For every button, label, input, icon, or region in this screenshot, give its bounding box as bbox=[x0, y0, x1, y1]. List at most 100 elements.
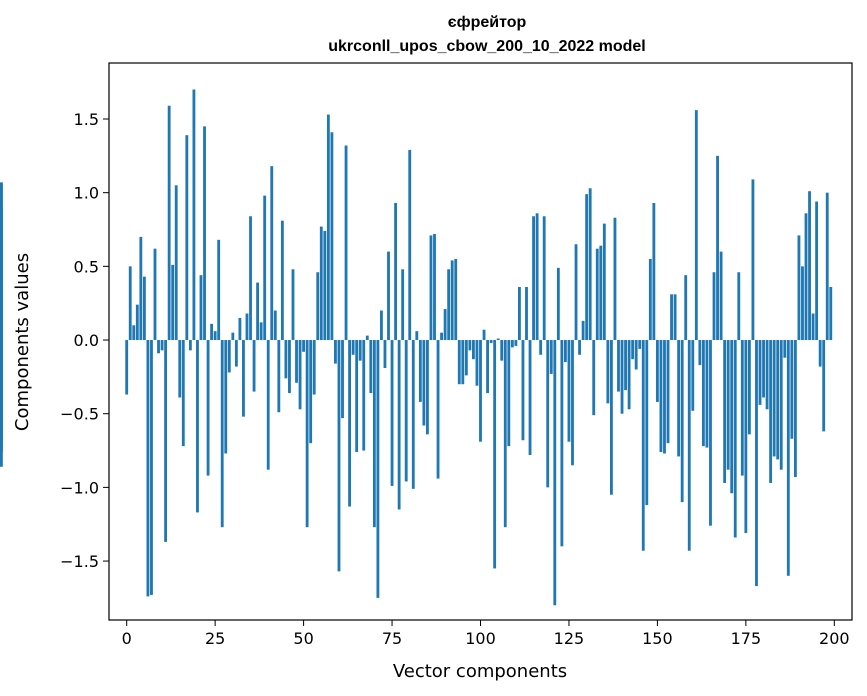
bar bbox=[620, 340, 624, 414]
chart-title: єфрейтор bbox=[448, 14, 527, 31]
bar bbox=[351, 340, 355, 355]
bar bbox=[751, 179, 755, 341]
x-tick-label: 125 bbox=[554, 629, 585, 648]
x-tick-label: 25 bbox=[205, 629, 225, 648]
bar bbox=[369, 340, 373, 394]
x-tick-label: 100 bbox=[465, 629, 496, 648]
bar bbox=[556, 267, 560, 341]
bar bbox=[482, 329, 486, 341]
bar bbox=[539, 340, 543, 355]
bar bbox=[525, 286, 528, 341]
bar bbox=[242, 340, 245, 417]
bar bbox=[804, 213, 808, 341]
bar bbox=[150, 340, 153, 595]
bar bbox=[376, 340, 380, 598]
bar bbox=[227, 340, 231, 373]
bar bbox=[758, 340, 762, 405]
bar bbox=[280, 220, 284, 341]
bar bbox=[786, 340, 790, 576]
bar bbox=[574, 244, 578, 341]
bar bbox=[613, 217, 617, 341]
bar bbox=[440, 332, 443, 341]
bar bbox=[479, 340, 482, 442]
bar bbox=[319, 226, 323, 341]
bar bbox=[535, 213, 539, 341]
bar bbox=[422, 340, 426, 426]
bar bbox=[776, 340, 780, 460]
bar bbox=[213, 331, 217, 341]
bar bbox=[457, 340, 461, 385]
x-tick-label: 200 bbox=[819, 629, 850, 648]
bar bbox=[323, 230, 327, 341]
bar bbox=[418, 340, 422, 402]
bar bbox=[730, 340, 734, 494]
bar bbox=[609, 340, 613, 495]
y-tick-label: −1.0 bbox=[60, 478, 99, 497]
bar bbox=[390, 340, 394, 486]
bar bbox=[726, 340, 730, 470]
bar bbox=[203, 126, 206, 341]
bar bbox=[680, 340, 684, 503]
bar bbox=[447, 269, 451, 341]
bar bbox=[578, 340, 581, 355]
bar bbox=[698, 340, 702, 366]
bar bbox=[355, 340, 359, 453]
bar bbox=[588, 188, 592, 341]
bar bbox=[174, 185, 178, 341]
bar bbox=[733, 340, 737, 538]
bar bbox=[503, 340, 507, 528]
bar bbox=[167, 105, 171, 341]
bar bbox=[769, 340, 773, 483]
bar bbox=[684, 275, 688, 341]
bar bbox=[719, 251, 723, 341]
bar bbox=[624, 340, 627, 391]
y-tick-label: 0.5 bbox=[74, 257, 99, 276]
x-axis-label: Vector components bbox=[393, 661, 567, 682]
y-tick-label: −0.5 bbox=[60, 405, 99, 424]
bar bbox=[404, 340, 408, 482]
bar bbox=[196, 340, 199, 513]
bar bbox=[581, 320, 585, 341]
bar bbox=[249, 216, 252, 341]
plot-frame bbox=[108, 62, 853, 621]
bar bbox=[602, 223, 606, 341]
bar bbox=[408, 149, 412, 341]
bar bbox=[464, 340, 468, 376]
bar bbox=[712, 272, 716, 341]
bar bbox=[288, 340, 291, 394]
bar bbox=[638, 340, 642, 349]
bar bbox=[532, 216, 535, 341]
y-tick-label: 1.0 bbox=[74, 184, 99, 203]
bar bbox=[128, 266, 132, 341]
bar bbox=[641, 340, 645, 551]
y-tick-label: 0.0 bbox=[74, 331, 99, 350]
bar bbox=[815, 201, 819, 341]
bar bbox=[341, 340, 344, 419]
bar bbox=[263, 195, 267, 341]
bar bbox=[245, 313, 249, 341]
bar bbox=[206, 340, 210, 476]
bar bbox=[617, 340, 620, 392]
y-axis-ticks: −1.5 −1.0 −0.5 0.0 0.5 1.0 1.5 bbox=[60, 110, 109, 571]
bar bbox=[295, 340, 298, 383]
bar bbox=[234, 340, 238, 367]
bar bbox=[496, 338, 500, 341]
bar bbox=[401, 269, 405, 341]
bar bbox=[687, 340, 691, 551]
bars-group bbox=[0, 89, 833, 606]
bar bbox=[822, 340, 826, 432]
bar bbox=[723, 340, 727, 483]
bar bbox=[224, 340, 228, 454]
bar bbox=[528, 340, 532, 455]
bar bbox=[560, 340, 564, 547]
bar bbox=[337, 340, 341, 572]
bar bbox=[266, 340, 270, 470]
bar bbox=[652, 202, 656, 341]
bar bbox=[563, 340, 567, 363]
bar bbox=[549, 340, 553, 374]
bar bbox=[461, 340, 465, 385]
bar bbox=[705, 340, 709, 448]
bar bbox=[468, 340, 472, 351]
bar bbox=[571, 340, 574, 466]
bar bbox=[454, 258, 458, 341]
